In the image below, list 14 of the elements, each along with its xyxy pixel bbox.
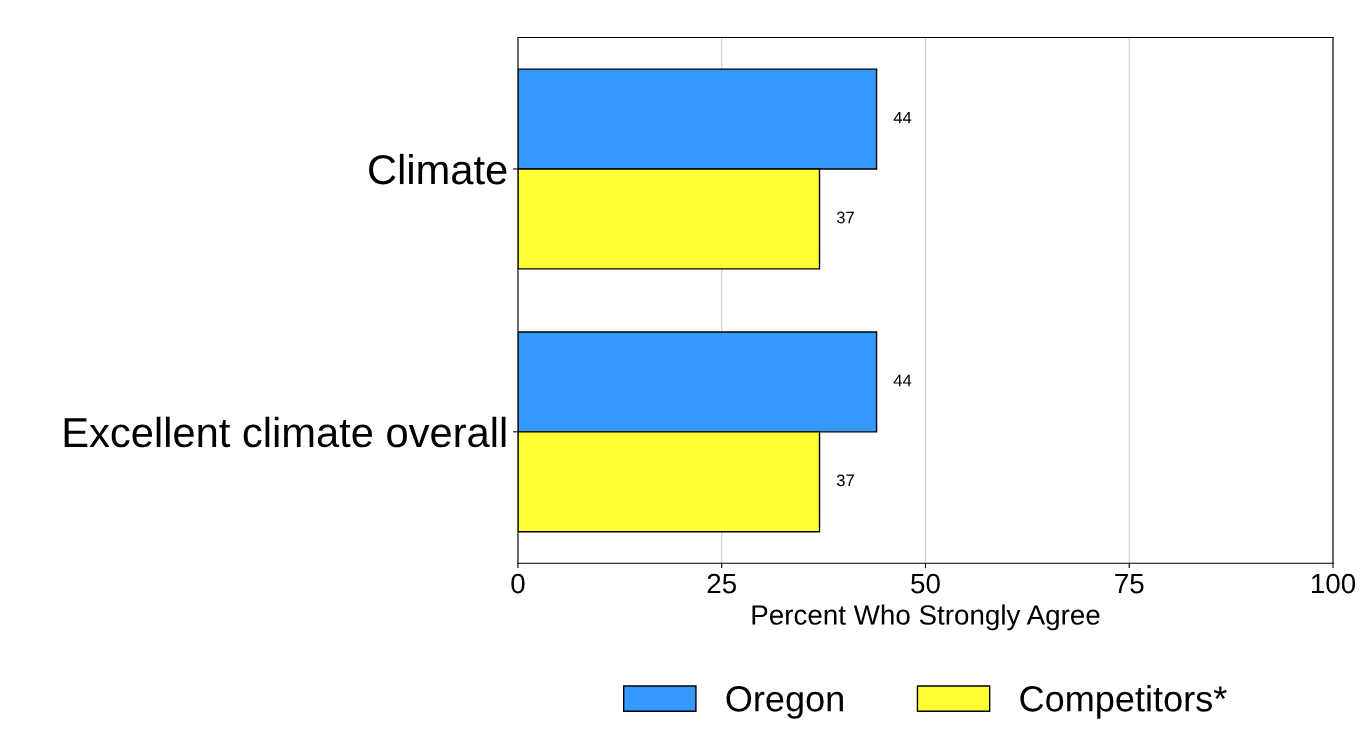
data-label: 44 [893, 111, 912, 124]
legend-label: Competitors* [1020, 685, 1227, 719]
x-axis-title: Percent Who Strongly Agree [752, 604, 1100, 631]
x-tick-label: 100 [1311, 573, 1356, 594]
x-tick-label: 0 [511, 573, 525, 594]
y-tick-label: Excellent climate overall [64, 416, 506, 448]
x-tick-label: 75 [1115, 573, 1144, 594]
y-tick-label: Climate [369, 153, 507, 185]
data-label: 44 [893, 374, 912, 387]
x-tick-label: 25 [707, 573, 736, 594]
x-tick-label: 50 [911, 573, 940, 594]
data-label: 37 [836, 474, 854, 487]
legend-label: Oregon [726, 686, 843, 719]
data-label: 37 [836, 211, 854, 224]
